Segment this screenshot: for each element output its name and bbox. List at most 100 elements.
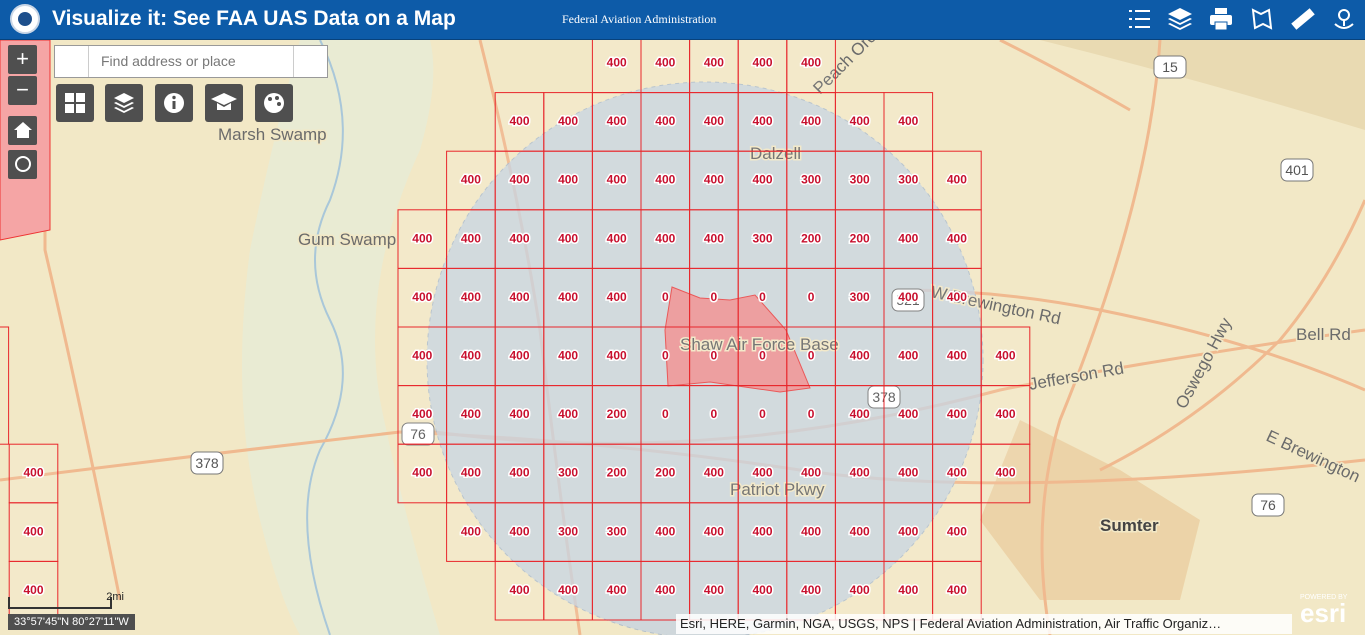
ceiling-value: 400: [23, 583, 43, 597]
ceiling-value: 400: [704, 231, 724, 245]
grid-cell: [0, 326, 10, 445]
ceiling-value: 400: [801, 466, 821, 480]
measure-button[interactable]: [1249, 6, 1275, 32]
layers-tool[interactable]: [105, 84, 143, 122]
ceiling-value: 400: [655, 583, 675, 597]
zoom-out[interactable]: −: [8, 76, 37, 105]
ceiling-value: 400: [850, 524, 870, 538]
grid-cell: [494, 502, 545, 562]
ceiling-value: 400: [558, 348, 578, 362]
shield-body: [891, 288, 925, 312]
grid-cell: [543, 150, 593, 211]
grid-cell: [640, 443, 691, 504]
ceiling-value: 300: [850, 173, 870, 187]
style-tool[interactable]: [255, 84, 293, 122]
grid-cell: [786, 385, 836, 445]
grid-cell: [932, 502, 982, 562]
grid-cell: [786, 40, 836, 94]
grid-cell: [689, 267, 739, 328]
ceiling-value: 400: [801, 583, 821, 597]
ceiling-value: 0: [759, 348, 766, 362]
shield-body: [1251, 493, 1285, 517]
search-input[interactable]: Find address or place: [88, 46, 294, 77]
scale-label: 2mi: [106, 591, 124, 603]
locate-me[interactable]: [8, 150, 37, 179]
cap-icon: [211, 93, 237, 110]
grid-cell: [8, 560, 59, 621]
ceiling-value: 400: [412, 466, 432, 480]
coordinates: 33°57'45"N 80°27'11"W: [8, 614, 135, 630]
road-shield: 378: [190, 451, 224, 475]
map[interactable]: Marsh Swamp Gum Swamp Dalzell Sumter Bell Rd…: [0, 40, 1365, 635]
ceiling-value: 400: [412, 290, 432, 304]
agency-name: Federal Aviation Administration: [562, 12, 717, 26]
ceiling-value: 300: [558, 466, 578, 480]
grid-cell: [543, 443, 593, 504]
ceiling-value: 0: [711, 348, 718, 362]
ceiling-value: 400: [655, 55, 675, 69]
grid-cell: [883, 209, 934, 269]
ceiling-value: 400: [704, 524, 724, 538]
home-button[interactable]: [8, 116, 37, 145]
ceiling-value: 400: [850, 407, 870, 421]
grid-cell: [786, 150, 836, 211]
ceiling-value: 400: [509, 348, 529, 362]
grid-cell: [932, 326, 982, 387]
ceiling-value: 400: [412, 407, 432, 421]
ceiling-value: 400: [801, 114, 821, 128]
faa-seal[interactable]: [10, 4, 40, 34]
grid-cell: [834, 502, 885, 562]
ceiling-value: 400: [704, 173, 724, 187]
attribution: Esri, HERE, Garmin, NGA, USGS, NPS | Fed…: [676, 614, 1292, 634]
ceiling-value: 400: [947, 583, 967, 597]
shield-body: [190, 451, 224, 475]
ceiling-value: 400: [898, 466, 918, 480]
grid-cell: [8, 502, 59, 562]
shield-body: [401, 422, 435, 446]
grid-cell: [494, 443, 545, 504]
ruler-button[interactable]: [1290, 6, 1316, 32]
grid-cell: [834, 560, 885, 621]
ceiling-value: 400: [607, 583, 627, 597]
ceiling-value: 400: [898, 348, 918, 362]
grid-cell: [446, 443, 496, 504]
grid-cell: [932, 560, 982, 621]
basemap-tool[interactable]: [56, 84, 94, 122]
ceiling-value: 400: [995, 407, 1015, 421]
ceiling-value: 400: [898, 583, 918, 597]
ceiling-value: 400: [898, 290, 918, 304]
print-button[interactable]: [1208, 6, 1234, 32]
locate-button[interactable]: [1331, 6, 1357, 32]
ceiling-value: 0: [662, 407, 669, 421]
legend-button[interactable]: [1126, 6, 1152, 32]
grid-cell: [834, 150, 885, 211]
ceiling-value: 400: [461, 407, 481, 421]
road-shield: 521: [891, 288, 925, 312]
grid-cell: [689, 150, 739, 211]
shield-number: 76: [1260, 497, 1276, 513]
grid-cell: [591, 443, 642, 504]
ceiling-value: 400: [704, 583, 724, 597]
grid-cell: [543, 267, 593, 328]
zoom-in[interactable]: +: [8, 45, 37, 74]
ceiling-value: 200: [850, 231, 870, 245]
ceiling-value: 400: [752, 466, 772, 480]
grid-cell: [640, 209, 691, 269]
learn-tool[interactable]: [205, 84, 243, 122]
ceiling-value: 400: [655, 173, 675, 187]
ceiling-value: 0: [662, 290, 669, 304]
grid-cell: [543, 209, 593, 269]
grid-cell: [591, 267, 642, 328]
grid-cell: [446, 150, 496, 211]
shield-number: 378: [195, 455, 219, 471]
ceiling-value: 400: [752, 173, 772, 187]
grid-cell: [883, 560, 934, 621]
grid-cell: [786, 267, 836, 328]
info-tool[interactable]: [155, 84, 193, 122]
ceiling-value: 400: [509, 583, 529, 597]
layers-button[interactable]: [1167, 6, 1193, 32]
ceiling-value: 400: [607, 173, 627, 187]
grid-cell: [737, 326, 788, 387]
ceiling-value: 400: [947, 466, 967, 480]
grid-cell: [543, 560, 593, 621]
